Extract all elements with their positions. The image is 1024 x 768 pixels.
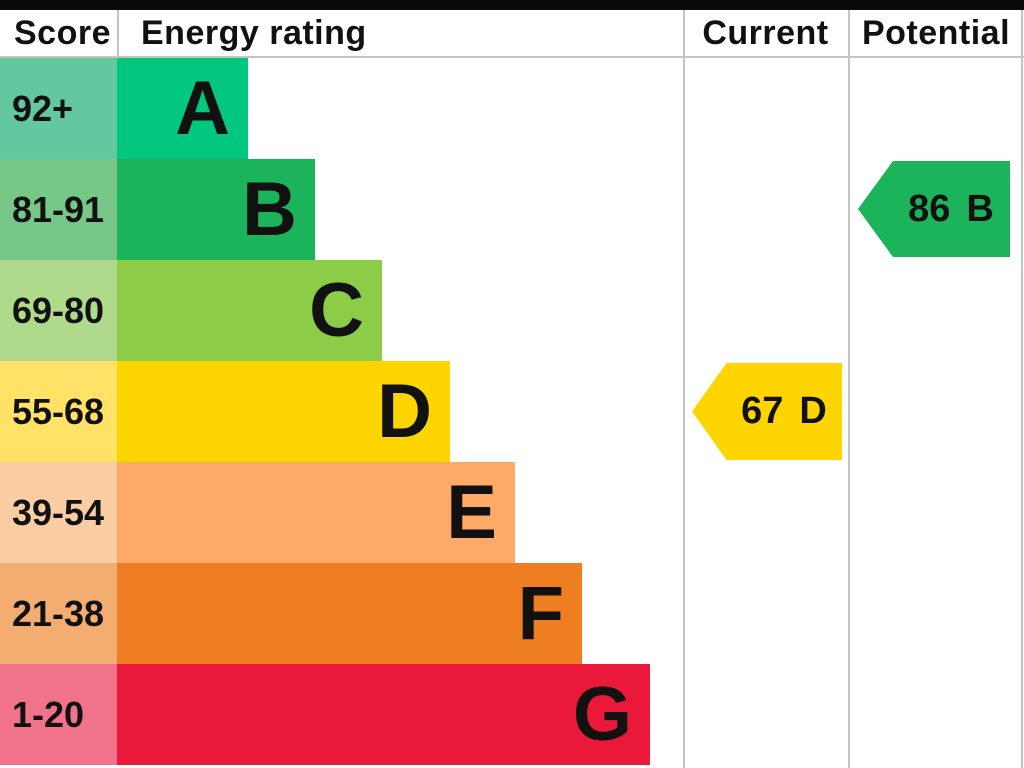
band-score-cell: 21-38	[0, 563, 117, 664]
header-potential: Potential	[861, 13, 1011, 52]
band-score-cell: 81-91	[0, 159, 117, 260]
grid-line-current-left	[683, 10, 685, 768]
top-black-bar	[0, 0, 1024, 10]
band-rows: 92+ A 81-91 B 69-80 C 55-68 D 39-54 E 21…	[0, 58, 650, 765]
band-bar: C	[117, 260, 382, 361]
band-row: 39-54 E	[0, 462, 650, 563]
band-score-cell: 1-20	[0, 664, 117, 765]
potential-rating-band: B	[966, 187, 994, 230]
band-bar: B	[117, 159, 315, 260]
band-score-cell: 92+	[0, 58, 117, 159]
grid-line-potential-left	[848, 10, 850, 768]
band-row: 92+ A	[0, 58, 650, 159]
band-bar: A	[117, 58, 248, 159]
potential-rating-arrow: 86 B	[858, 161, 1010, 257]
band-bar: D	[117, 361, 450, 462]
band-bar: F	[117, 563, 582, 664]
band-score-cell: 39-54	[0, 462, 117, 563]
band-bar: G	[117, 664, 650, 765]
band-row: 81-91 B	[0, 159, 650, 260]
band-bar: E	[117, 462, 515, 563]
grid-line-right-edge	[1021, 10, 1023, 768]
current-rating-arrow: 67 D	[692, 363, 842, 460]
band-row: 55-68 D	[0, 361, 650, 462]
grid-line-score-energy	[117, 10, 119, 58]
band-score-cell: 55-68	[0, 361, 117, 462]
band-score-cell: 69-80	[0, 260, 117, 361]
band-row: 69-80 C	[0, 260, 650, 361]
potential-rating-value: 86	[908, 187, 951, 230]
current-rating-value: 67	[741, 390, 784, 432]
band-row: 1-20 G	[0, 664, 650, 765]
chart-header-row: Score Energy rating Current Potential	[0, 10, 1024, 56]
band-row: 21-38 F	[0, 563, 650, 664]
current-rating-band: D	[799, 390, 827, 432]
header-score: Score	[14, 13, 111, 52]
header-energy-rating: Energy rating	[141, 13, 367, 52]
header-underline	[0, 56, 1024, 58]
header-current: Current	[702, 13, 829, 52]
